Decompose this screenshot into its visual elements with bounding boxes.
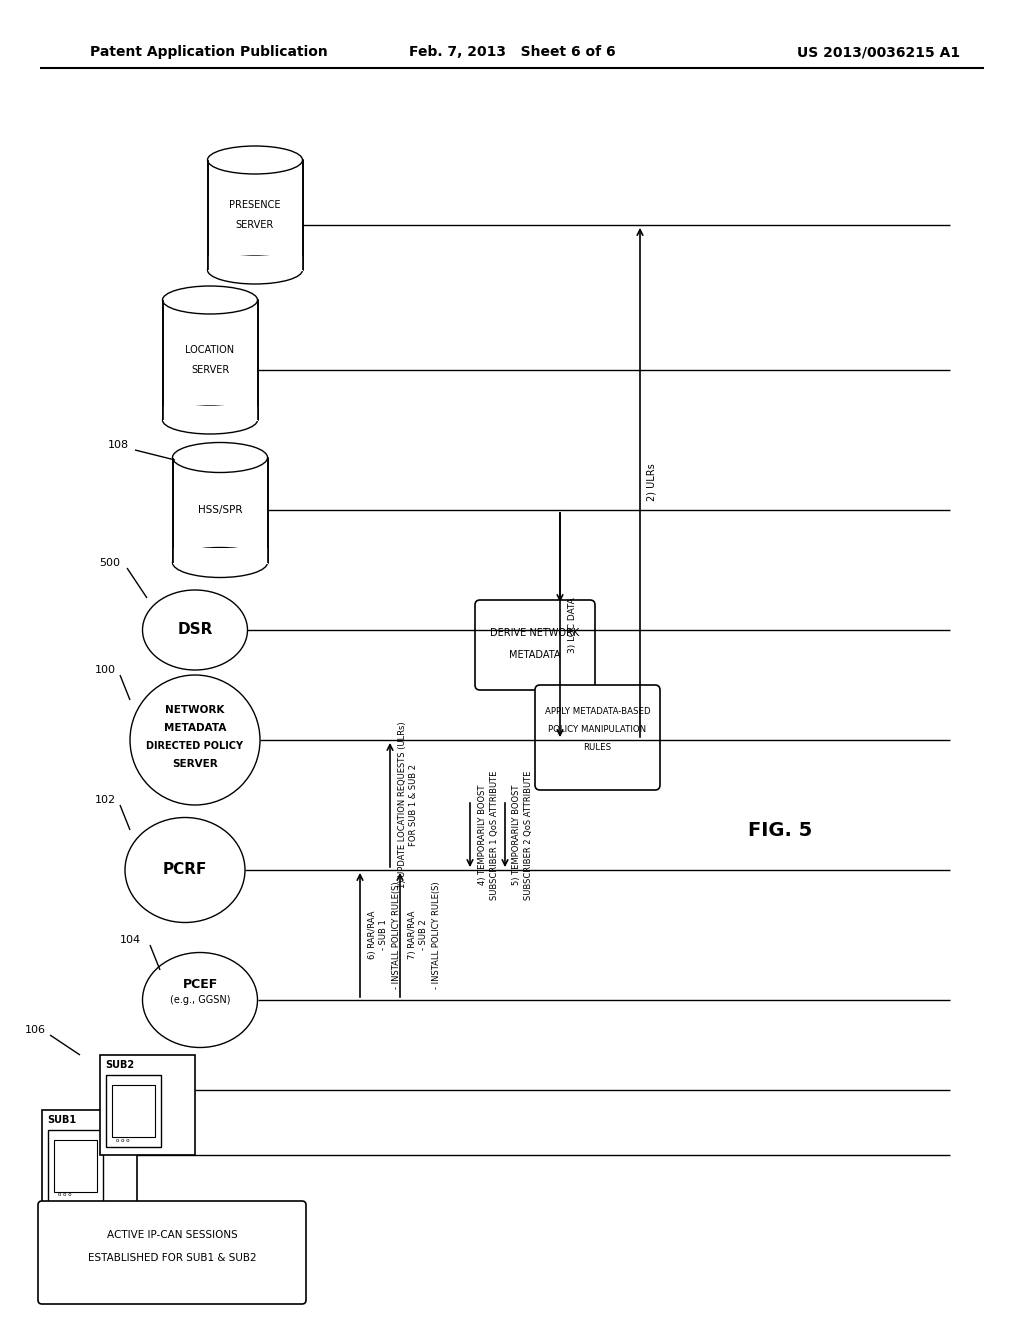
- Text: 102: 102: [94, 795, 116, 805]
- Text: METADATA: METADATA: [509, 649, 561, 660]
- Ellipse shape: [208, 147, 302, 174]
- Text: o o o: o o o: [58, 1192, 72, 1197]
- Bar: [42, 1110, 137, 1210]
- Text: PCRF: PCRF: [163, 862, 207, 878]
- Ellipse shape: [163, 286, 257, 314]
- Bar: [106, 1074, 161, 1147]
- Text: METADATA: METADATA: [164, 723, 226, 733]
- Text: - SUB 2: - SUB 2: [420, 920, 428, 950]
- Ellipse shape: [130, 675, 260, 805]
- Text: RULES: RULES: [584, 743, 611, 752]
- Text: PRESENCE: PRESENCE: [229, 201, 281, 210]
- Text: POLICY MANIPULATION: POLICY MANIPULATION: [549, 726, 646, 734]
- Bar: [172, 458, 267, 562]
- Text: US 2013/0036215 A1: US 2013/0036215 A1: [797, 45, 961, 59]
- Text: 3) LOC DATA: 3) LOC DATA: [567, 597, 577, 653]
- Text: ACTIVE IP-CAN SESSIONS: ACTIVE IP-CAN SESSIONS: [106, 1230, 238, 1239]
- Text: 6) RAR/RAA: 6) RAR/RAA: [368, 911, 377, 960]
- FancyBboxPatch shape: [535, 685, 660, 789]
- Ellipse shape: [142, 953, 257, 1048]
- Text: SERVER: SERVER: [236, 220, 274, 230]
- Text: ESTABLISHED FOR SUB1 & SUB2: ESTABLISHED FOR SUB1 & SUB2: [88, 1253, 256, 1263]
- Text: o o o: o o o: [116, 1138, 130, 1143]
- Bar: [163, 300, 257, 420]
- Text: HSS/SPR: HSS/SPR: [198, 506, 243, 515]
- Text: 4) TEMPORARILY BOOST: 4) TEMPORARILY BOOST: [477, 785, 486, 886]
- Text: NETWORK: NETWORK: [165, 705, 224, 715]
- Text: - INSTALL POLICY RULE(S): - INSTALL POLICY RULE(S): [431, 882, 440, 989]
- Text: 2) ULRs: 2) ULRs: [647, 463, 657, 502]
- FancyBboxPatch shape: [38, 1201, 306, 1304]
- Text: 100: 100: [94, 665, 116, 675]
- Text: Feb. 7, 2013   Sheet 6 of 6: Feb. 7, 2013 Sheet 6 of 6: [409, 45, 615, 59]
- Ellipse shape: [172, 548, 267, 578]
- Text: 1) UPDATE LOCATION REQUESTS (ULRs): 1) UPDATE LOCATION REQUESTS (ULRs): [397, 722, 407, 888]
- Text: SUBSCRIBER 2 QoS ATTRIBUTE: SUBSCRIBER 2 QoS ATTRIBUTE: [524, 771, 534, 900]
- Text: SUB1: SUB1: [47, 1115, 77, 1125]
- Text: PCEF: PCEF: [182, 978, 218, 991]
- Ellipse shape: [163, 407, 257, 434]
- Ellipse shape: [172, 442, 267, 473]
- Text: APPLY METADATA-BASED: APPLY METADATA-BASED: [545, 708, 650, 717]
- Text: 104: 104: [120, 935, 140, 945]
- Text: DIRECTED POLICY: DIRECTED POLICY: [146, 741, 244, 751]
- Text: SUB2: SUB2: [105, 1060, 134, 1071]
- Text: 7) RAR/RAA: 7) RAR/RAA: [408, 911, 417, 960]
- Text: FIG. 5: FIG. 5: [748, 821, 812, 840]
- FancyBboxPatch shape: [475, 601, 595, 690]
- Text: 108: 108: [108, 440, 129, 450]
- Text: 500: 500: [99, 558, 121, 568]
- Text: DERIVE NETWORK: DERIVE NETWORK: [490, 628, 580, 638]
- Text: Patent Application Publication: Patent Application Publication: [90, 45, 328, 59]
- Text: - SUB 1: - SUB 1: [380, 920, 388, 950]
- Ellipse shape: [142, 590, 248, 671]
- Ellipse shape: [208, 256, 302, 284]
- Text: - INSTALL POLICY RULE(S): - INSTALL POLICY RULE(S): [391, 882, 400, 989]
- Text: FOR SUB 1 & SUB 2: FOR SUB 1 & SUB 2: [410, 764, 419, 846]
- Bar: [208, 256, 302, 271]
- Text: DSR: DSR: [177, 623, 213, 638]
- Bar: [100, 1055, 195, 1155]
- Text: SUBSCRIBER 1 QoS ATTRIBUTE: SUBSCRIBER 1 QoS ATTRIBUTE: [489, 771, 499, 900]
- Text: LOCATION: LOCATION: [185, 345, 234, 355]
- Text: SERVER: SERVER: [190, 366, 229, 375]
- Bar: [48, 1130, 103, 1203]
- Bar: [112, 1085, 155, 1137]
- Bar: [163, 407, 257, 421]
- Ellipse shape: [125, 817, 245, 923]
- Text: (e.g., GGSN): (e.g., GGSN): [170, 995, 230, 1005]
- Bar: [54, 1140, 97, 1192]
- Bar: [172, 548, 267, 564]
- Text: 106: 106: [25, 1026, 45, 1035]
- Bar: [208, 160, 302, 271]
- Text: SERVER: SERVER: [172, 759, 218, 770]
- Text: 5) TEMPORARILY BOOST: 5) TEMPORARILY BOOST: [512, 785, 521, 886]
